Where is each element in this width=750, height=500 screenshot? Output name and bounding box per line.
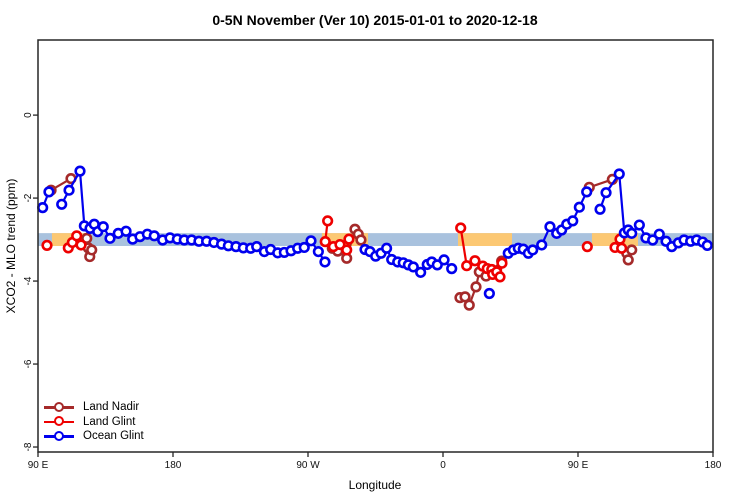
legend-label: Land Glint [83,415,136,428]
x-tick-label: 0 [440,460,446,471]
y-tick-label: 0 [23,112,34,118]
series-land-glint [41,215,628,283]
legend-item-land-glint: Land Glint [44,415,144,430]
y-axis: 0 -2 -4 -6 -8 [23,112,38,451]
x-tick-label: 180 [705,460,722,471]
y-tick-label: -6 [23,359,34,368]
y-axis-label: XCO2 - MLO trend (ppm) [4,178,18,314]
x-tick-label: 90 E [568,460,589,471]
y-tick-label: -8 [23,442,34,451]
ocean-glint-symbol-icon [44,430,74,442]
land-nadir-symbol-icon [44,401,74,413]
x-tick-label: 180 [165,460,182,471]
land-glint-symbol-icon [44,416,74,427]
y-tick-label: -4 [23,276,34,285]
legend-label: Ocean Glint [83,430,144,443]
x-tick-label: 90 E [28,460,49,471]
plot-box [37,39,714,453]
x-tick-label: 90 W [296,460,320,471]
chart-title: 0-5N November (Ver 10) 2015-01-01 to 202… [212,12,538,28]
x-axis: 90 E 180 90 W 0 90 E 180 [28,452,722,471]
legend: Land Nadir Land Glint Ocean Glint [44,400,144,444]
legend-item-land-nadir: Land Nadir [44,400,144,415]
y-tick-label: -2 [23,193,34,202]
series-ocean-glint [37,165,713,300]
x-axis-label: Longitude [348,478,402,492]
legend-item-ocean-glint: Ocean Glint [44,429,144,444]
legend-label: Land Nadir [83,401,140,414]
